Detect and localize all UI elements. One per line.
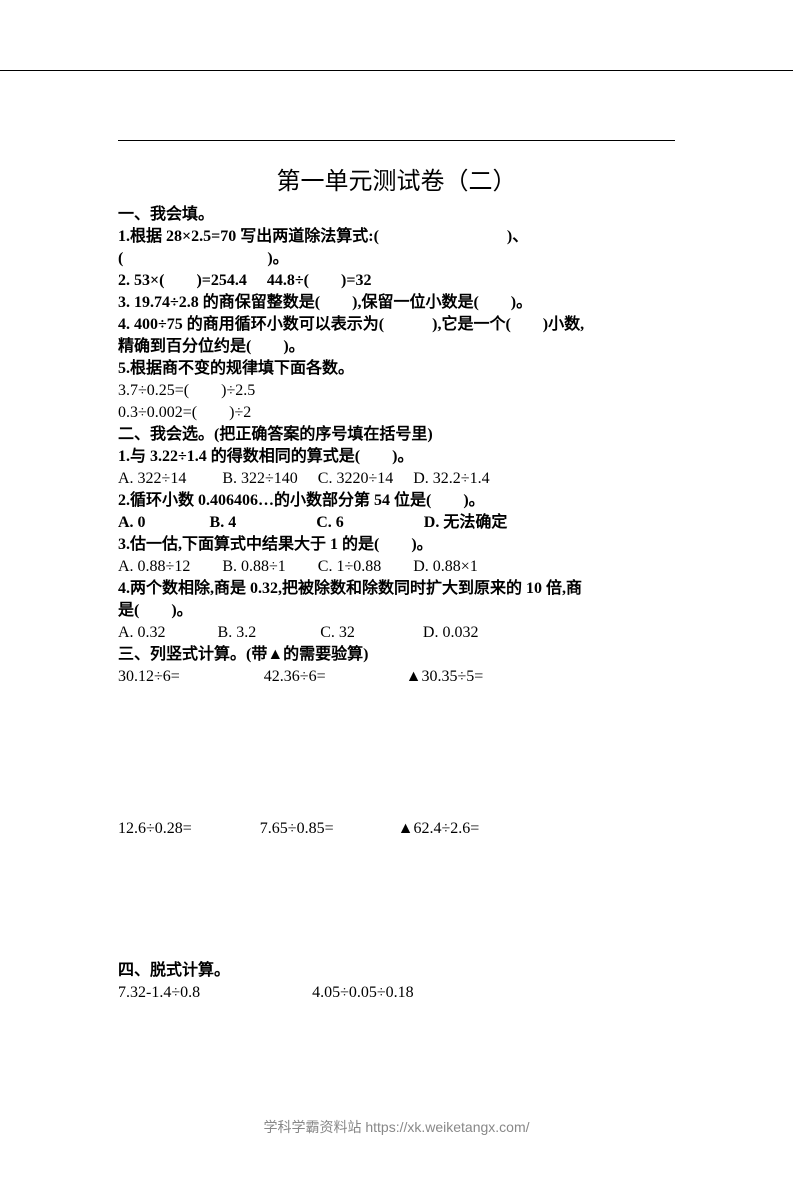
s1-q1-line1: 1.根据 28×2.5=70 写出两道除法算式:( )、 (118, 226, 675, 248)
s2-q3: 3.估一估,下面算式中结果大于 1 的是( )。 (118, 534, 675, 556)
s2-q2-options: A. 0 B. 4 C. 6 D. 无法确定 (118, 512, 675, 534)
s1-q5-line1: 3.7÷0.25=( )÷2.5 (118, 380, 675, 402)
s1-q5: 5.根据商不变的规律填下面各数。 (118, 358, 675, 380)
s1-q3: 3. 19.74÷2.8 的商保留整数是( ),保留一位小数是( )。 (118, 292, 675, 314)
s2-q4-line2: 是( )。 (118, 600, 675, 622)
calculation-space-1 (118, 688, 675, 818)
s2-q1: 1.与 3.22÷1.4 的得数相同的算式是( )。 (118, 446, 675, 468)
s2-q4-line1: 4.两个数相除,商是 0.32,把被除数和除数同时扩大到原来的 10 倍,商 (118, 578, 675, 600)
page-footer: 学科学霸资料站 https://xk.weiketangx.com/ (0, 1117, 793, 1137)
s1-q1-line2: ( )。 (118, 248, 675, 270)
section4-header: 四、脱式计算。 (118, 960, 675, 982)
page-container: 第一单元测试卷（二） 一、我会填。 1.根据 28×2.5=70 写出两道除法算… (0, 70, 793, 1004)
s1-q2: 2. 53×( )=254.4 44.8÷( )=32 (118, 270, 675, 292)
s4-row1: 7.32-1.4÷0.8 4.05÷0.05÷0.18 (118, 982, 675, 1004)
s3-row1: 30.12÷6= 42.36÷6= ▲30.35÷5= (118, 666, 675, 688)
section2-header: 二、我会选。(把正确答案的序号填在括号里) (118, 424, 675, 446)
s1-q4-line1: 4. 400÷75 的商用循环小数可以表示为( ),它是一个( )小数, (118, 314, 675, 336)
section3-header: 三、列竖式计算。(带▲的需要验算) (118, 644, 675, 666)
s1-q5-line2: 0.3÷0.002=( )÷2 (118, 402, 675, 424)
page-title: 第一单元测试卷（二） (118, 161, 675, 196)
section1-header: 一、我会填。 (118, 204, 675, 226)
s3-row2: 12.6÷0.28= 7.65÷0.85= ▲62.4÷2.6= (118, 818, 675, 840)
calculation-space-2 (118, 840, 675, 960)
top-border-line (118, 140, 675, 141)
s2-q2: 2.循环小数 0.406406…的小数部分第 54 位是( )。 (118, 490, 675, 512)
content-area: 一、我会填。 1.根据 28×2.5=70 写出两道除法算式:( )、 ( )。… (118, 204, 675, 1004)
s1-q4-line2: 精确到百分位约是( )。 (118, 336, 675, 358)
s2-q4-options: A. 0.32 B. 3.2 C. 32 D. 0.032 (118, 622, 675, 644)
s2-q3-options: A. 0.88÷12 B. 0.88÷1 C. 1÷0.88 D. 0.88×1 (118, 556, 675, 578)
s2-q1-options: A. 322÷14 B. 322÷140 C. 3220÷14 D. 32.2÷… (118, 468, 675, 490)
